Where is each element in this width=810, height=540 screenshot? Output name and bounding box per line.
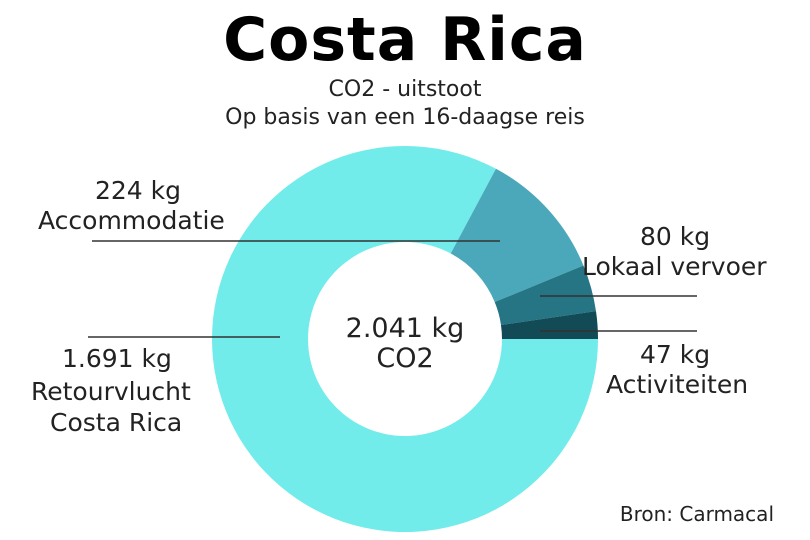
- slice-retourvlucht: [211, 146, 599, 532]
- label-activiteiten-name: Activiteiten: [606, 370, 749, 399]
- leader-lines: [88, 240, 697, 338]
- label-accommodatie-name: Accommodatie: [38, 206, 225, 235]
- chart-subtitle-line1: CO2 - uitstoot: [328, 77, 482, 102]
- label-retourvlucht-name-line2: Costa Rica: [50, 408, 183, 437]
- source-note: Bron: Carmacal: [619, 502, 774, 526]
- label-lokaal-vervoer-value: 80 kg: [640, 222, 711, 251]
- chart-title: Costa Rica: [223, 5, 587, 75]
- label-activiteiten-value: 47 kg: [640, 340, 711, 369]
- label-retourvlucht-name-line1: Retourvlucht: [31, 377, 191, 406]
- label-retourvlucht-value: 1.691 kg: [62, 344, 172, 373]
- center-total-unit: CO2: [376, 343, 433, 374]
- slice-accommodatie: [450, 168, 584, 303]
- slice-activiteiten: [500, 311, 598, 339]
- chart-subtitle-line2: Op basis van een 16-daagse reis: [225, 105, 585, 130]
- donut-slices: [211, 146, 599, 532]
- label-accommodatie-value: 224 kg: [95, 176, 182, 205]
- center-total-value: 2.041 kg: [346, 313, 465, 344]
- label-lokaal-vervoer-name: Lokaal vervoer: [582, 252, 767, 281]
